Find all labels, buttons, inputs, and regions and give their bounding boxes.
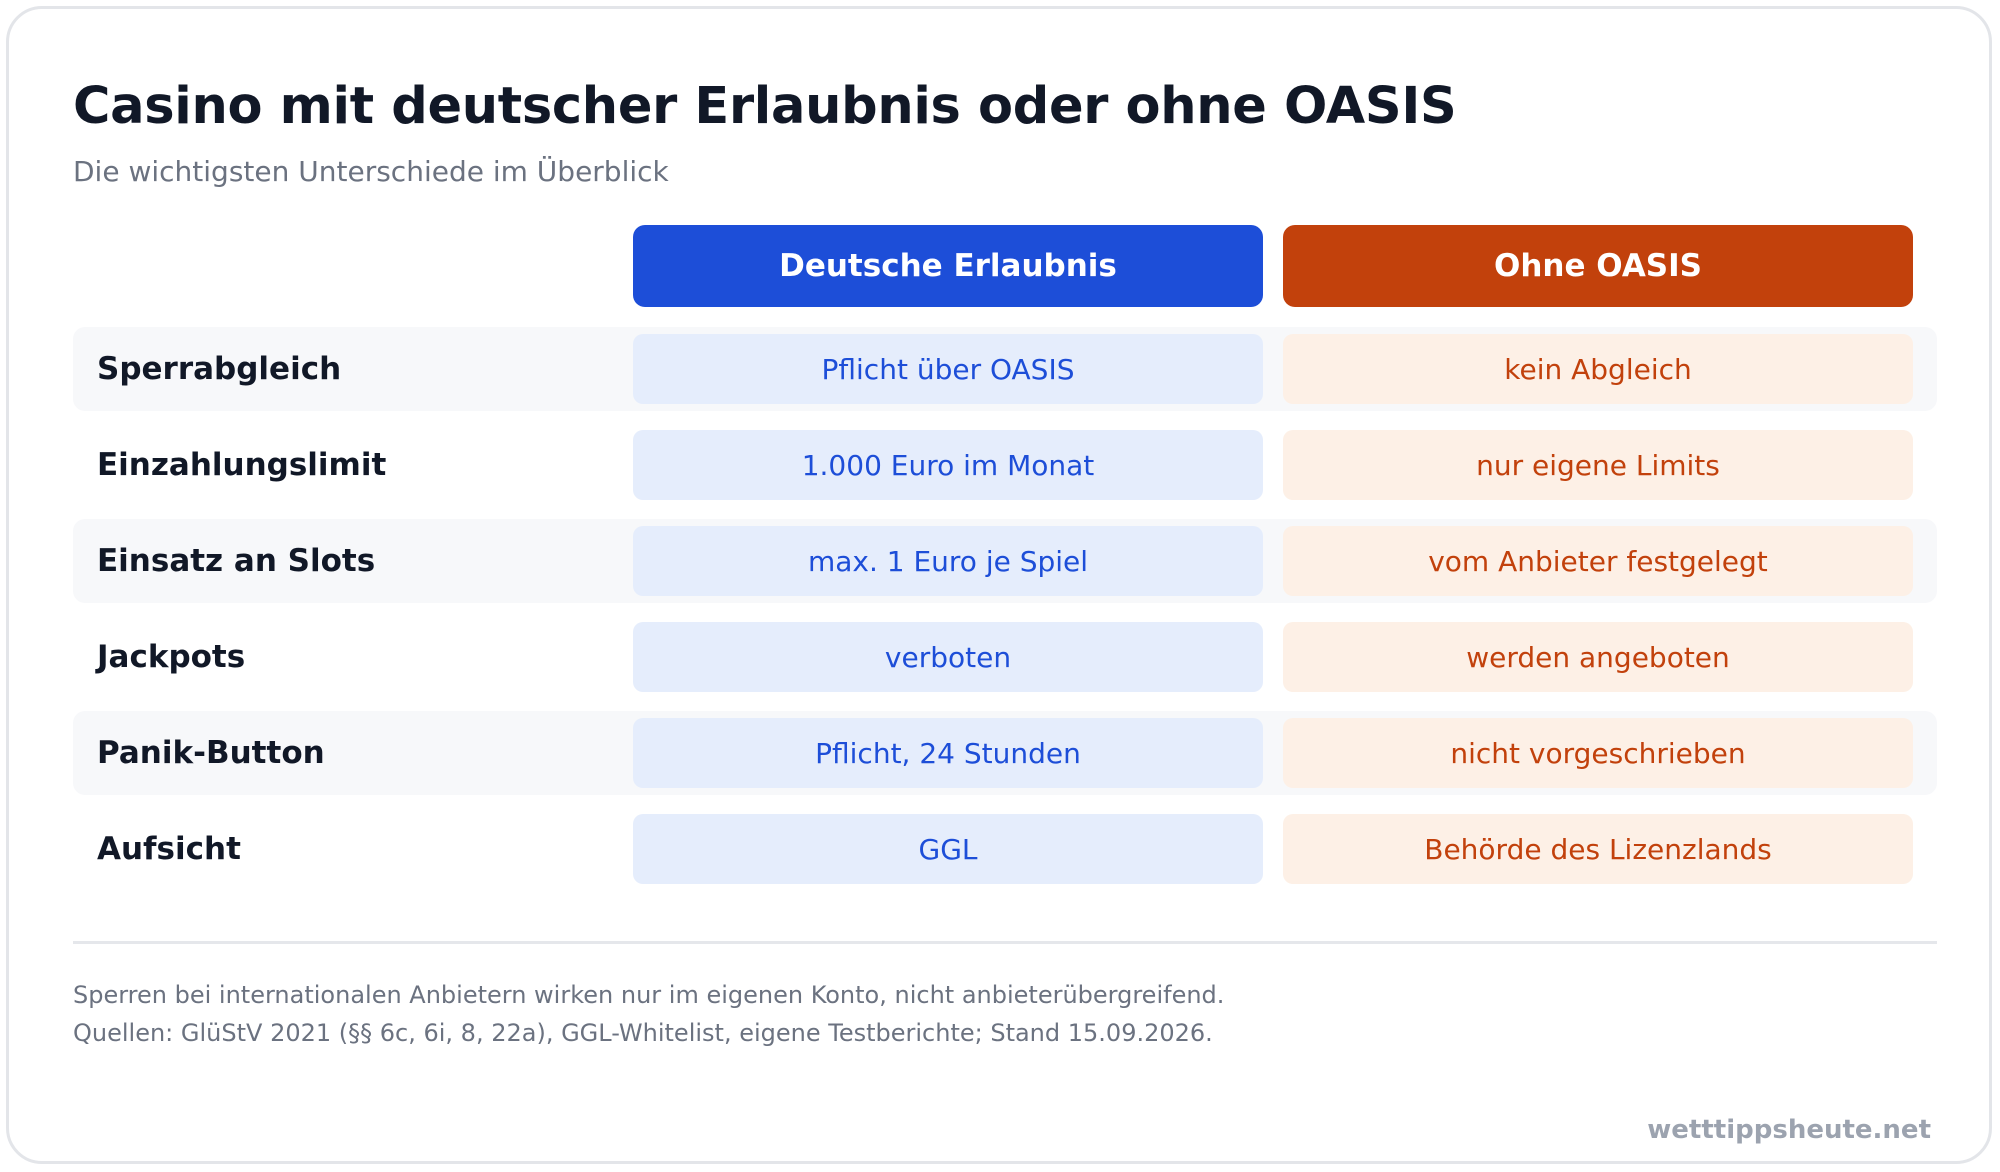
cell-deutsche-erlaubnis: 1.000 Euro im Monat bbox=[633, 430, 1263, 500]
cell-deutsche-erlaubnis: Pflicht über OASIS bbox=[633, 334, 1263, 404]
cell-ohne-oasis: Behörde des Lizenzlands bbox=[1283, 814, 1913, 884]
table-row: Sperrabgleich Pflicht über OASIS kein Ab… bbox=[73, 327, 1937, 411]
cell-ohne-oasis: werden angeboten bbox=[1283, 622, 1913, 692]
row-label: Panik-Button bbox=[97, 735, 325, 771]
table-row: Einzahlungslimit 1.000 Euro im Monat nur… bbox=[73, 423, 1937, 507]
table-row: Jackpots verboten werden angeboten bbox=[73, 615, 1937, 699]
cell-ohne-oasis: kein Abgleich bbox=[1283, 334, 1913, 404]
brand-watermark: wetttippsheute.net bbox=[1647, 1115, 1931, 1145]
table-row: Aufsicht GGL Behörde des Lizenzlands bbox=[73, 807, 1937, 891]
footer-note: Sperren bei internationalen Anbietern wi… bbox=[73, 981, 1225, 1009]
row-label: Jackpots bbox=[97, 639, 246, 675]
cell-deutsche-erlaubnis: Pflicht, 24 Stunden bbox=[633, 718, 1263, 788]
cell-deutsche-erlaubnis: max. 1 Euro je Spiel bbox=[633, 526, 1263, 596]
cell-deutsche-erlaubnis: GGL bbox=[633, 814, 1263, 884]
cell-deutsche-erlaubnis: verboten bbox=[633, 622, 1263, 692]
cell-ohne-oasis: vom Anbieter festgelegt bbox=[1283, 526, 1913, 596]
table-row: Einsatz an Slots max. 1 Euro je Spiel vo… bbox=[73, 519, 1937, 603]
cell-ohne-oasis: nur eigene Limits bbox=[1283, 430, 1913, 500]
page-title: Casino mit deutscher Erlaubnis oder ohne… bbox=[73, 77, 1457, 136]
column-header-deutsche-erlaubnis: Deutsche Erlaubnis bbox=[633, 225, 1263, 307]
row-label: Einsatz an Slots bbox=[97, 543, 376, 579]
row-label: Sperrabgleich bbox=[97, 351, 342, 387]
footer-divider bbox=[73, 941, 1937, 944]
row-label: Aufsicht bbox=[97, 831, 241, 867]
table-row: Panik-Button Pflicht, 24 Stunden nicht v… bbox=[73, 711, 1937, 795]
row-label: Einzahlungslimit bbox=[97, 447, 387, 483]
footer-sources: Quellen: GlüStV 2021 (§§ 6c, 6i, 8, 22a)… bbox=[73, 1019, 1213, 1047]
comparison-card: Casino mit deutscher Erlaubnis oder ohne… bbox=[6, 6, 1992, 1164]
page-subtitle: Die wichtigsten Unterschiede im Überblic… bbox=[73, 155, 669, 188]
column-header-ohne-oasis: Ohne OASIS bbox=[1283, 225, 1913, 307]
cell-ohne-oasis: nicht vorgeschrieben bbox=[1283, 718, 1913, 788]
